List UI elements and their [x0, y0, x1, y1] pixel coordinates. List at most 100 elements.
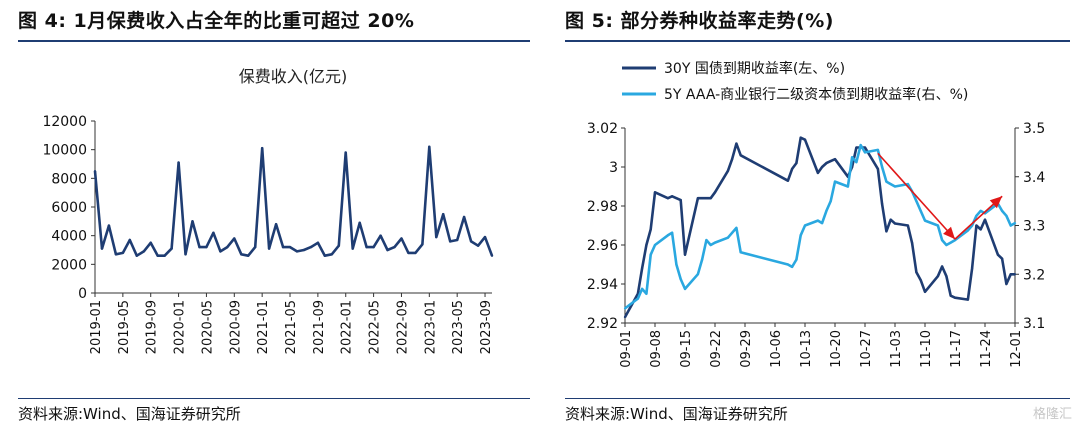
data-point — [135, 254, 138, 257]
data-point — [226, 245, 229, 249]
data-point — [915, 271, 918, 274]
data-point — [636, 297, 639, 300]
data-point — [829, 160, 832, 163]
data-point — [323, 254, 327, 257]
data-point — [893, 185, 897, 188]
bottom-rule-right — [565, 398, 1070, 399]
data-point — [1005, 282, 1008, 286]
panel-title-right: 图 5: 部分券种收益率走势(%) — [565, 10, 834, 32]
chart-right: 30Y 国债到期收益率(左、%) 5Y AAA-商业银行二级资本债到期收益率(右… — [587, 60, 1046, 368]
legend-label-30y: 30Y 国债到期收益率(左、%) — [664, 60, 845, 77]
series-line-30y — [623, 136, 1015, 318]
data-point — [816, 219, 819, 222]
data-point — [358, 221, 361, 224]
data-point — [121, 251, 125, 255]
data-point — [435, 235, 438, 239]
data-point — [966, 229, 969, 232]
data-point — [316, 241, 320, 245]
data-point — [953, 296, 957, 299]
data-point — [205, 245, 208, 249]
data-point — [889, 218, 892, 221]
data-point — [971, 267, 974, 270]
data-point — [825, 162, 828, 165]
data-point — [919, 209, 922, 212]
data-point — [247, 254, 250, 257]
data-point — [309, 245, 313, 249]
data-point — [1005, 214, 1008, 217]
data-point — [233, 237, 236, 240]
data-point — [184, 253, 187, 256]
data-point — [979, 209, 982, 212]
data-point — [911, 241, 914, 245]
data-point — [114, 253, 118, 256]
data-point — [400, 237, 403, 240]
data-point — [919, 279, 922, 282]
data-point — [337, 244, 340, 247]
y-tick-label: 4000 — [51, 229, 87, 245]
source-left: 资料来源:Wind、国海证券研究所 — [18, 405, 241, 423]
data-point — [739, 251, 742, 254]
chart-right-axes: 2.92 2.94 2.96 2.98 3 3.02 3.1 3.2 3.3 3.4 3.5 09-0… — [587, 121, 1046, 368]
x-tick-label: 2020-09 — [228, 300, 243, 354]
y-tick-label: 8000 — [51, 171, 87, 187]
y-left-tick-label: 3 — [609, 160, 618, 176]
x-tick-label: 09-08 — [649, 330, 664, 368]
data-point — [936, 275, 939, 278]
chart-left-series — [93, 145, 494, 257]
panel-title-left: 图 4: 1月保费收入占全年的比重可超过 20% — [18, 10, 415, 32]
legend-label-5y: 5Y AAA-商业银行二级资本债到期收益率(右、%) — [664, 86, 968, 103]
data-point — [893, 222, 897, 225]
data-point — [679, 199, 682, 202]
data-point — [653, 191, 657, 194]
data-point — [949, 294, 952, 297]
y-right-tick-label: 3.3 — [1023, 219, 1045, 235]
data-point — [701, 197, 704, 200]
data-point — [983, 218, 987, 221]
x-tick-label: 2022-01 — [340, 300, 355, 354]
y-left-tick-label: 2.92 — [587, 316, 618, 332]
data-point — [795, 258, 798, 261]
data-point — [393, 245, 396, 249]
data-point — [671, 231, 674, 234]
data-point — [351, 247, 354, 250]
trend-arrowhead-2 — [989, 196, 1003, 209]
y-tick-label: 2000 — [51, 257, 87, 273]
data-point — [302, 248, 306, 252]
x-tick-label: 2023-09 — [479, 300, 494, 354]
data-point — [683, 253, 687, 256]
data-point — [455, 238, 459, 242]
data-point — [428, 145, 431, 148]
chart-left-x-axis: 2019-01 2019-05 2019-09 2020-01 2020-05 2020-… — [89, 292, 494, 354]
data-point — [885, 230, 888, 233]
data-point — [713, 191, 717, 194]
x-tick-label: 2023-05 — [451, 300, 466, 354]
x-tick-label: 10-20 — [829, 330, 844, 368]
data-point — [975, 224, 978, 227]
data-point — [649, 253, 652, 256]
x-tick-label: 11-03 — [889, 330, 904, 368]
data-point — [803, 138, 807, 141]
x-tick-label: 09-22 — [709, 330, 724, 368]
data-point — [1013, 221, 1017, 225]
x-tick-label: 2021-09 — [312, 300, 327, 354]
data-point — [945, 243, 948, 247]
x-tick-label: 09-29 — [739, 330, 754, 368]
data-point — [483, 235, 487, 239]
y-right-tick-label: 3.1 — [1023, 316, 1045, 332]
data-point — [799, 136, 802, 139]
data-point — [344, 151, 347, 154]
data-point — [726, 169, 729, 172]
data-point — [889, 182, 892, 186]
data-point — [462, 215, 466, 219]
data-point — [407, 251, 410, 255]
data-point — [881, 202, 884, 206]
chart-right-annotations — [877, 152, 1003, 240]
chart-left: 保费收入(亿元) 0 2000 4000 6000 8000 10000 12000 201… — [42, 67, 494, 354]
x-tick-label: 2020-05 — [200, 300, 215, 354]
data-point — [379, 234, 382, 237]
data-point — [641, 287, 644, 290]
data-point — [885, 180, 888, 183]
data-point — [645, 243, 648, 247]
y-left-tick-label: 2.94 — [587, 277, 618, 293]
data-point — [795, 162, 798, 165]
